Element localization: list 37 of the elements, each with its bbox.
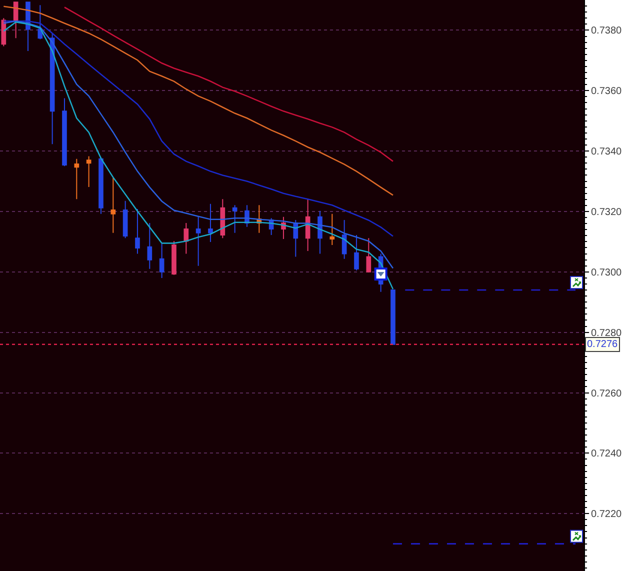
y-tick-label: 0.7320 bbox=[591, 206, 622, 218]
candlestick bbox=[122, 200, 128, 239]
candlestick bbox=[50, 32, 55, 145]
candlestick bbox=[74, 158, 80, 200]
y-tick-label: 0.7260 bbox=[591, 388, 622, 400]
candlestick bbox=[208, 203, 213, 242]
candlestick bbox=[159, 243, 164, 278]
y-tick-label: 0.7240 bbox=[591, 448, 622, 460]
candlestick bbox=[305, 198, 310, 252]
candlestick bbox=[1, 18, 6, 47]
y-tick-label: 0.7220 bbox=[591, 509, 622, 520]
candlestick bbox=[110, 177, 116, 234]
candlestick bbox=[366, 238, 372, 274]
y-tick-label: 0.7300 bbox=[591, 267, 622, 278]
line-series bbox=[64, 6, 394, 162]
ref-line-label: 0.7276 bbox=[587, 339, 618, 350]
y-tick-label: 0.7280 bbox=[591, 328, 622, 339]
candlestick bbox=[330, 213, 335, 246]
y-tick-label: 0.7340 bbox=[591, 146, 622, 158]
candlestick bbox=[147, 222, 152, 270]
candlestick bbox=[86, 156, 92, 188]
candlestick bbox=[342, 219, 347, 260]
candlestick bbox=[135, 208, 140, 254]
candlestick bbox=[38, 4, 43, 40]
candlestick bbox=[196, 216, 201, 266]
candlestick bbox=[232, 204, 238, 234]
line-series bbox=[3, 6, 394, 196]
candlestick bbox=[220, 198, 226, 239]
y-tick-label: 0.7360 bbox=[591, 86, 622, 98]
candlestick bbox=[184, 222, 189, 254]
y-tick-label: 0.7380 bbox=[591, 26, 622, 37]
candlestick bbox=[98, 156, 104, 214]
candlestick bbox=[62, 98, 67, 167]
candlestick bbox=[13, 2, 18, 39]
candlestick bbox=[354, 234, 359, 271]
candlestick bbox=[172, 240, 176, 276]
candlestick bbox=[390, 290, 396, 345]
